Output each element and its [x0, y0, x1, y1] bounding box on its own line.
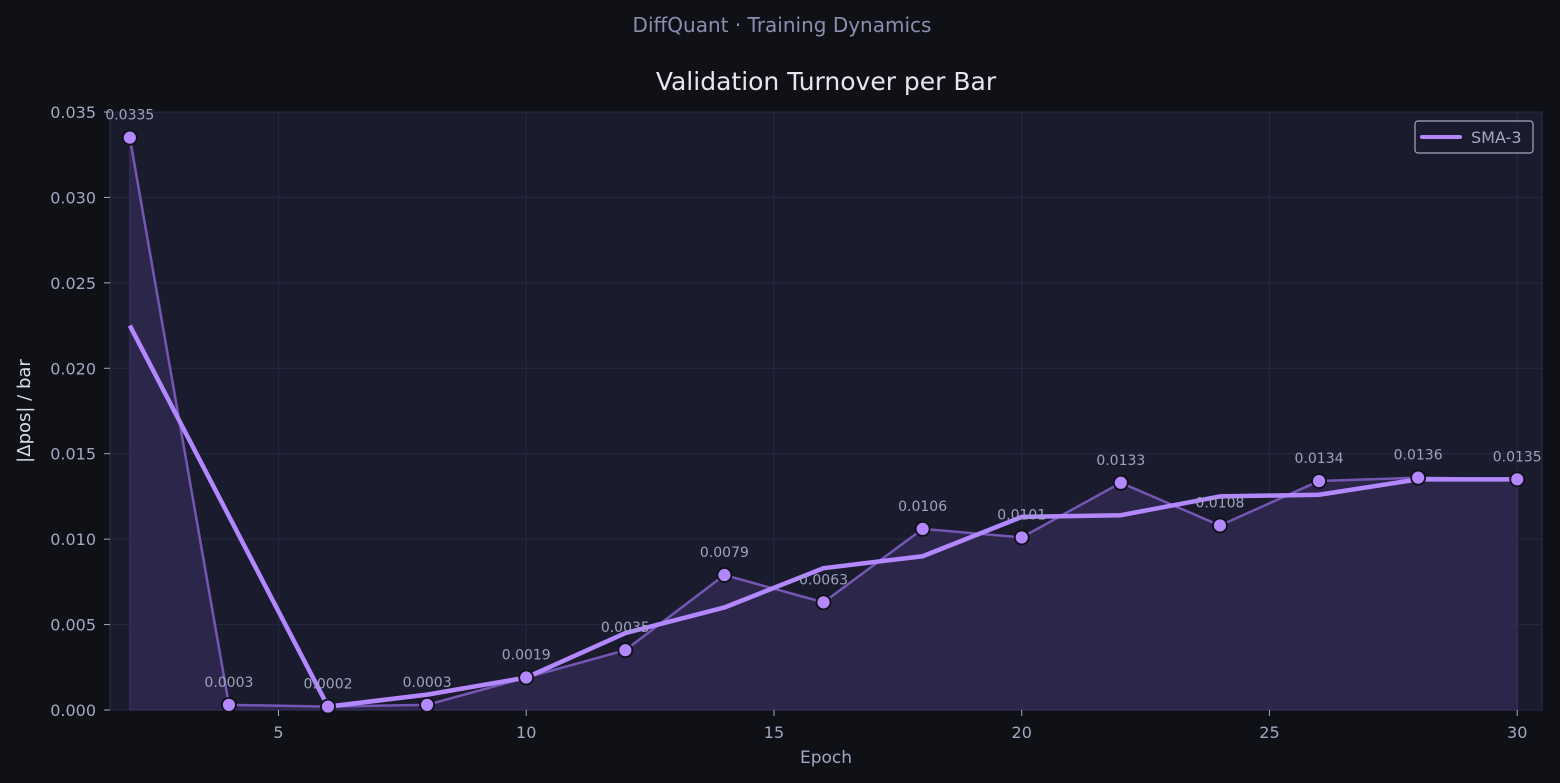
y-tick-label: 0.025 — [50, 274, 96, 293]
legend: SMA-3 — [1414, 120, 1534, 154]
data-point — [1112, 474, 1129, 491]
sma-polyline — [127, 324, 1518, 709]
data-point — [617, 642, 634, 659]
figure-supertitle: DiffQuant · Training Dynamics — [633, 13, 932, 37]
data-point — [914, 520, 931, 537]
data-label: 0.0079 — [700, 545, 749, 561]
data-label: 0.0133 — [1096, 453, 1145, 469]
x-tick-label: 5 — [273, 723, 283, 742]
data-label: 0.0019 — [502, 648, 551, 664]
data-label: 0.0003 — [204, 675, 253, 691]
sma-series-line — [127, 324, 1518, 709]
data-labels: 0.0335 0.0003 0.0002 0.0003 0.0019 0.0035 0.00… — [105, 108, 1541, 693]
data-label: 0.0135 — [1493, 449, 1542, 465]
data-point — [1013, 529, 1030, 546]
data-point — [121, 129, 138, 146]
y-tick-label: 0.030 — [50, 188, 96, 207]
data-label: 0.0335 — [105, 108, 154, 124]
x-axis-ticks: 5 10 15 20 25 30 — [273, 710, 1527, 742]
data-point — [815, 594, 832, 611]
y-tick-label: 0.000 — [50, 701, 96, 720]
y-tick-label: 0.010 — [50, 530, 96, 549]
y-axis-ticks: 0.000 0.005 0.010 0.015 0.020 0.025 0.030 0.035 — [50, 103, 110, 720]
y-tick-label: 0.015 — [50, 445, 96, 464]
data-markers — [121, 129, 1526, 715]
x-tick-label: 10 — [516, 723, 536, 742]
data-label: 0.0002 — [304, 677, 353, 693]
chart-title: Validation Turnover per Bar — [656, 67, 997, 96]
data-point — [221, 696, 237, 713]
data-point — [1509, 471, 1526, 488]
data-label: 0.0108 — [1195, 495, 1244, 511]
data-point — [1410, 469, 1427, 486]
y-axis-label: |Δpos| / bar — [14, 359, 35, 463]
data-label: 0.0035 — [601, 620, 650, 636]
data-label: 0.0003 — [403, 675, 452, 691]
data-point — [518, 669, 535, 686]
x-tick-label: 25 — [1259, 723, 1279, 742]
data-label: 0.0101 — [997, 507, 1046, 523]
data-label: 0.0106 — [898, 499, 947, 515]
data-point — [419, 696, 436, 713]
x-tick-label: 30 — [1507, 723, 1527, 742]
data-point — [320, 698, 336, 715]
data-label: 0.0134 — [1295, 451, 1344, 467]
x-axis-label: Epoch — [800, 748, 852, 768]
data-point — [1212, 517, 1228, 534]
legend-sma-label: SMA-3 — [1471, 128, 1522, 147]
data-label: 0.0063 — [799, 572, 848, 588]
x-tick-label: 20 — [1012, 723, 1032, 742]
x-tick-label: 15 — [764, 723, 784, 742]
y-tick-label: 0.020 — [50, 359, 96, 378]
data-point — [1311, 473, 1327, 489]
legend-box — [1414, 120, 1534, 154]
y-tick-label: 0.005 — [50, 616, 96, 635]
data-label: 0.0136 — [1394, 448, 1443, 464]
y-tick-label: 0.035 — [50, 103, 96, 122]
data-point — [716, 567, 733, 583]
